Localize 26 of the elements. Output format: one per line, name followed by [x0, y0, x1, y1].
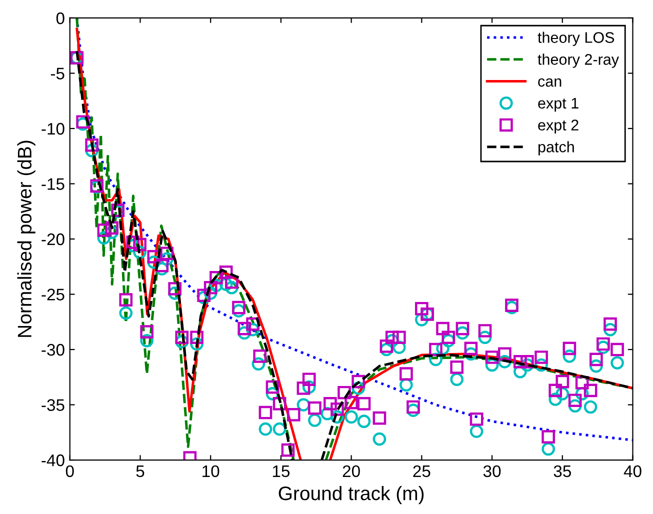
y-axis-title: Normalised power (dB) [17, 140, 36, 337]
legend-label: can [538, 78, 562, 87]
x-tick-label: 20 [342, 465, 360, 478]
y-tick-label: -15 [42, 178, 64, 190]
y-tick-label: -10 [42, 122, 64, 135]
y-tick-label: -20 [42, 233, 64, 246]
legend-label: theory 2-ray [538, 54, 619, 68]
y-tick-label: -35 [42, 399, 64, 411]
y-tick-label: -30 [42, 344, 64, 356]
legend-label: expt 2 [538, 120, 578, 134]
x-tick-label: 0 [66, 465, 74, 478]
y-tick-label: -5 [50, 68, 64, 80]
legend-label: patch [538, 141, 574, 156]
y-tick-label: 0 [56, 12, 64, 24]
y-tick-label: -25 [42, 288, 64, 300]
x-tick-label: 35 [554, 465, 571, 478]
x-tick-label: 5 [136, 466, 144, 478]
x-tick-label: 15 [272, 466, 290, 478]
x-tick-label: 25 [413, 465, 430, 478]
x-tick-label: 10 [202, 465, 220, 478]
legend-label: theory LOS [538, 32, 614, 46]
y-tick-label: -40 [42, 454, 64, 466]
x-tick-label: 30 [483, 465, 501, 478]
legend-label: expt 1 [538, 98, 578, 112]
x-axis-title: Ground track (m) [278, 486, 424, 504]
x-tick-label: 40 [624, 465, 642, 478]
